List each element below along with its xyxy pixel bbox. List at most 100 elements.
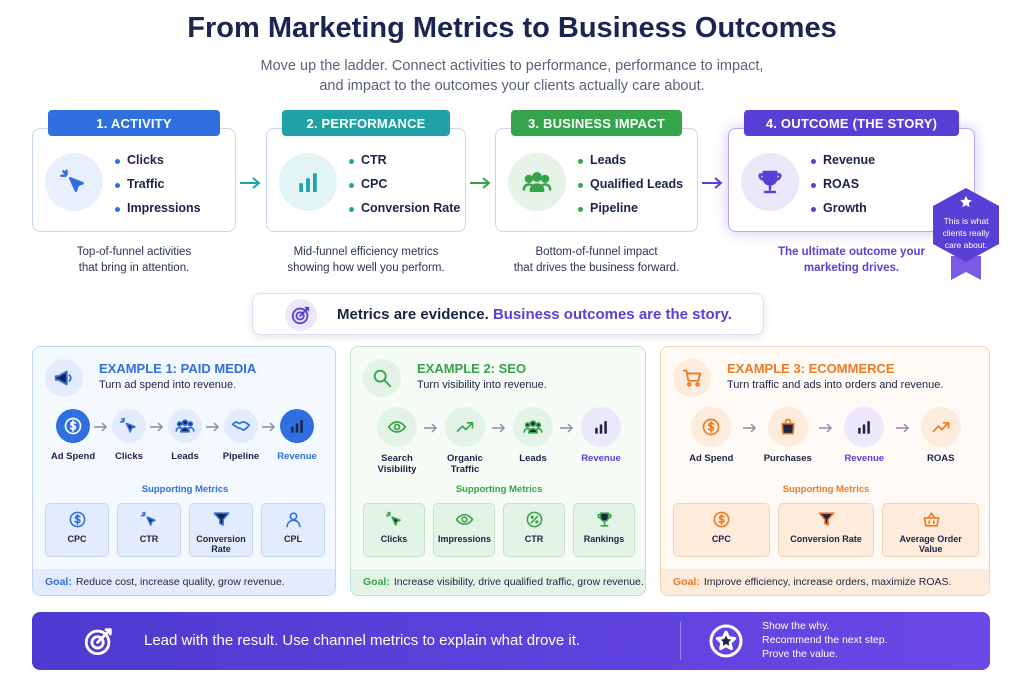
flow-label: ROAS bbox=[927, 453, 955, 464]
bullet bbox=[349, 159, 354, 164]
example-icon bbox=[363, 359, 401, 397]
icon bbox=[854, 417, 874, 437]
supporting-title: Supporting Metrics bbox=[455, 484, 543, 495]
icon bbox=[291, 420, 303, 433]
icon bbox=[713, 511, 730, 528]
stage-label: 1. ACTIVITY bbox=[48, 110, 220, 136]
arrow-icon bbox=[492, 423, 506, 433]
icon bbox=[597, 512, 612, 527]
bullet bbox=[578, 183, 583, 188]
flow-node bbox=[112, 409, 146, 443]
metric-icon bbox=[140, 510, 159, 529]
flow-node bbox=[513, 407, 553, 447]
stage-item: Pipeline bbox=[590, 201, 638, 215]
icon bbox=[286, 512, 301, 528]
stage-box: Revenue ROAS Growth bbox=[728, 128, 975, 232]
icon bbox=[755, 167, 785, 197]
icon bbox=[817, 510, 836, 529]
stage-item: CTR bbox=[361, 153, 387, 167]
stage-box: CTR CPC Conversion Rate bbox=[266, 128, 466, 232]
flow-label: Pipeline bbox=[222, 451, 260, 462]
icon bbox=[284, 510, 303, 529]
flow-label: Ad Spend bbox=[50, 451, 96, 462]
footer-divider bbox=[680, 622, 681, 660]
icon bbox=[213, 512, 230, 526]
icon bbox=[523, 420, 543, 434]
icon bbox=[68, 510, 87, 529]
metric-icon bbox=[212, 510, 231, 529]
metric-card: Clicks bbox=[363, 503, 425, 557]
metric-icon bbox=[922, 510, 941, 529]
flow-node bbox=[844, 407, 885, 447]
bullet bbox=[578, 207, 583, 212]
goal-label: Goal: bbox=[363, 576, 390, 588]
flow-arrow bbox=[423, 421, 439, 433]
metric-label: Average Order Value bbox=[899, 534, 962, 554]
flow-arrow bbox=[93, 420, 109, 432]
flow-node bbox=[224, 409, 258, 443]
metric-label: CPC bbox=[67, 534, 87, 544]
stage-item: Revenue bbox=[823, 153, 876, 167]
banner-highlight: Business outcomes are the story. bbox=[492, 306, 732, 323]
banner-icon bbox=[285, 299, 317, 331]
badge-text: clients really bbox=[942, 228, 990, 238]
bullet bbox=[811, 183, 816, 188]
bullet bbox=[578, 159, 583, 164]
icon bbox=[84, 628, 112, 656]
icon bbox=[455, 510, 474, 529]
metric-label: CTR bbox=[524, 534, 544, 544]
flow-arrow bbox=[818, 421, 834, 433]
icon bbox=[291, 306, 310, 325]
arrow-icon bbox=[94, 422, 108, 432]
flow-node bbox=[920, 407, 961, 447]
badge: This is what clients really care about. bbox=[929, 186, 1003, 282]
flow-node bbox=[56, 409, 90, 443]
arrow-icon bbox=[240, 177, 261, 189]
stage-item: Qualified Leads bbox=[590, 177, 684, 191]
metric-label: CTR bbox=[139, 534, 159, 544]
icon bbox=[231, 416, 251, 436]
icon bbox=[922, 510, 941, 529]
badge-shape bbox=[933, 188, 999, 280]
icon bbox=[385, 510, 404, 529]
metric-icon bbox=[385, 510, 404, 529]
banner: Metrics are evidence. Business outcomes … bbox=[252, 293, 764, 335]
arrow-icon bbox=[742, 423, 756, 433]
icon bbox=[931, 417, 951, 437]
arrow-icon bbox=[819, 423, 833, 433]
arrow-icon bbox=[560, 423, 574, 433]
footer-star bbox=[708, 623, 744, 659]
arrow bbox=[469, 175, 493, 191]
footer-lead: Lead with the result. Use channel metric… bbox=[144, 632, 581, 649]
flow-node bbox=[377, 407, 417, 447]
bullet bbox=[115, 207, 120, 212]
flow-label: Leads bbox=[171, 451, 199, 462]
flow-label: Leads bbox=[519, 453, 547, 464]
example-card: EXAMPLE 1: PAID MEDIA Turn ad spend into … bbox=[32, 346, 336, 596]
icon bbox=[758, 170, 782, 194]
flow-node bbox=[581, 407, 621, 447]
metric-card: CTR bbox=[117, 503, 181, 557]
metric-icon bbox=[712, 510, 731, 529]
icon bbox=[175, 419, 195, 433]
badge-text: care about. bbox=[944, 240, 988, 250]
flow-label: Organic Traffic bbox=[447, 453, 483, 475]
supporting-title: Supporting Metrics bbox=[782, 484, 870, 495]
banner-lead: Metrics are evidence. bbox=[337, 306, 489, 323]
stage-item: CPC bbox=[361, 177, 388, 191]
metric-card: Rankings bbox=[573, 503, 635, 557]
stage-box: Leads Qualified Leads Pipeline bbox=[495, 128, 698, 232]
goal-label: Goal: bbox=[45, 576, 72, 588]
stage-icon bbox=[45, 153, 103, 211]
flow-arrow bbox=[149, 420, 165, 432]
icon bbox=[140, 510, 159, 529]
example-title: EXAMPLE 1: PAID MEDIA bbox=[99, 361, 257, 376]
flow-node bbox=[280, 409, 314, 443]
example-subtitle: Turn visibility into revenue. bbox=[417, 379, 547, 391]
stage-icon bbox=[508, 153, 566, 211]
title: From Marketing Metrics to Business Outco… bbox=[187, 12, 837, 44]
icon bbox=[681, 367, 703, 389]
arrow-icon bbox=[424, 423, 438, 433]
metric-card: Impressions bbox=[433, 503, 495, 557]
arrow-icon bbox=[150, 422, 164, 432]
